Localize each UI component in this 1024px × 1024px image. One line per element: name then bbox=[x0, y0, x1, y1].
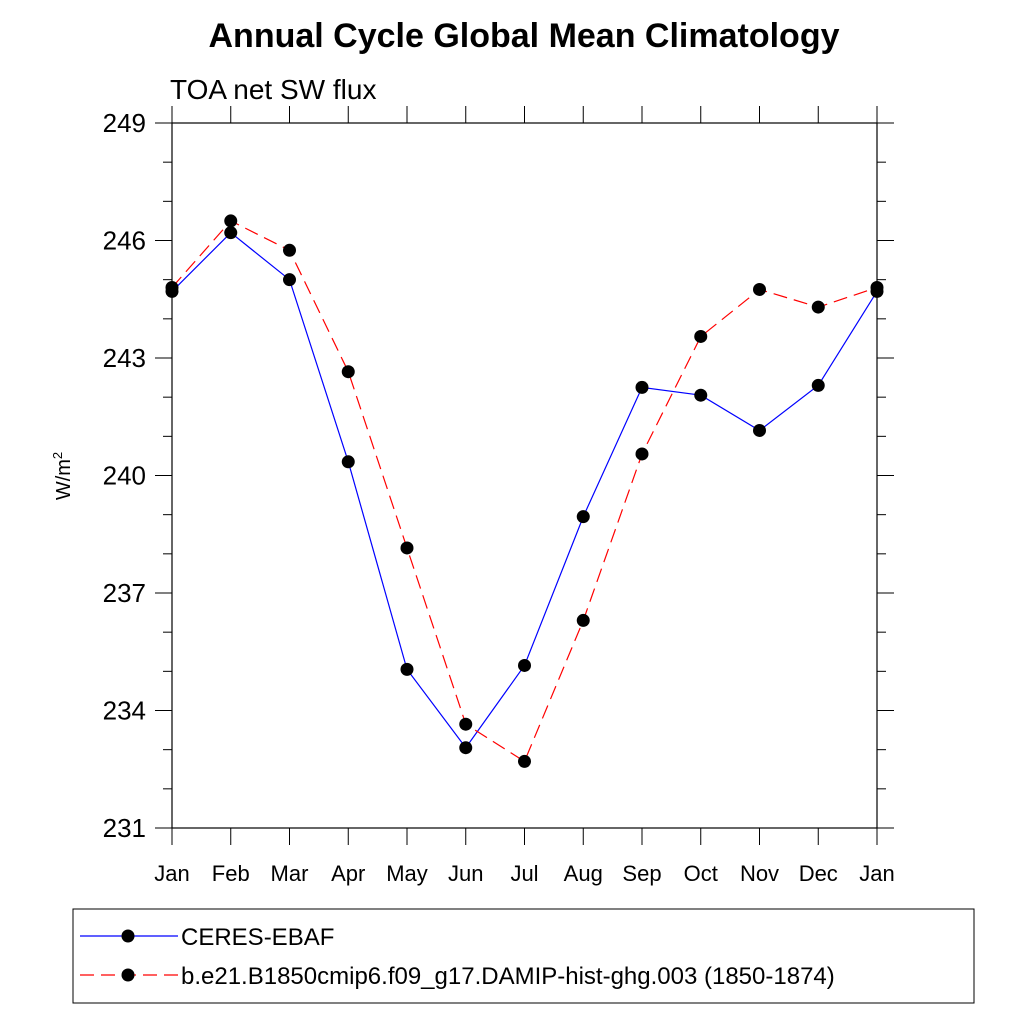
y-tick-label: 234 bbox=[103, 696, 146, 726]
y-tick-label: 237 bbox=[103, 578, 146, 608]
x-tick-label: Jun bbox=[448, 861, 483, 886]
series-lines bbox=[171, 220, 878, 763]
legend: CERES-EBAF b.e21.B1850cmip6.f09_g17.DAMIP… bbox=[72, 908, 975, 1004]
series-1-point bbox=[459, 741, 473, 755]
series-2-point bbox=[635, 447, 649, 461]
y-axis-label-superscript: 2 bbox=[50, 452, 65, 459]
plot-frame bbox=[171, 122, 878, 829]
series-line-2 bbox=[171, 220, 878, 763]
series-1-point bbox=[283, 273, 296, 287]
y-tick-label: 240 bbox=[103, 461, 146, 491]
y-axis-ticks: 231 234 237 240 243 246 249 bbox=[103, 108, 894, 843]
series-2-point bbox=[576, 613, 590, 627]
plot-border bbox=[171, 122, 878, 829]
y-tick-label: 246 bbox=[103, 226, 146, 256]
series-1-point bbox=[224, 226, 238, 240]
y-axis-label-base: W/m bbox=[53, 459, 75, 500]
series-1-point bbox=[635, 380, 649, 394]
y-tick-label: 243 bbox=[103, 343, 146, 373]
series-layer bbox=[165, 214, 884, 768]
x-tick-label: Nov bbox=[740, 861, 779, 886]
series-1-point bbox=[400, 662, 414, 676]
series-2-point bbox=[400, 541, 414, 555]
x-tick-label: Feb bbox=[212, 861, 250, 886]
series-1-point bbox=[518, 658, 531, 672]
x-tick-label: Mar bbox=[271, 861, 309, 886]
chart-title: Annual Cycle Global Mean Climatology bbox=[209, 17, 840, 55]
series-2-point bbox=[753, 282, 766, 296]
series-2-point bbox=[341, 365, 355, 379]
x-tick-label: Apr bbox=[331, 861, 365, 886]
x-tick-label: Aug bbox=[564, 861, 603, 886]
legend-label-1: CERES-EBAF bbox=[181, 924, 334, 951]
series-2-point bbox=[283, 243, 296, 257]
series-1-point bbox=[694, 388, 708, 402]
x-tick-label: Dec bbox=[799, 861, 838, 886]
series-markers bbox=[165, 214, 884, 768]
x-tick-label: Jan bbox=[859, 861, 894, 886]
series-1-point bbox=[811, 378, 825, 392]
legend-label-2: b.e21.B1850cmip6.f09_g17.DAMIP-hist-ghg.… bbox=[181, 963, 835, 990]
legend-marker-1 bbox=[121, 929, 135, 943]
legend-box bbox=[72, 908, 975, 1004]
series-1-point bbox=[576, 510, 590, 524]
x-tick-label: Oct bbox=[684, 861, 718, 886]
series-2-point bbox=[518, 754, 531, 768]
x-tick-label: Sep bbox=[622, 861, 661, 886]
series-2-point bbox=[694, 329, 708, 343]
x-axis-ticks: Jan Feb Mar Apr May Jun Jul Aug Sep Oct Nov Dec Jan bbox=[154, 106, 895, 886]
series-2-point bbox=[224, 214, 238, 228]
legend-marker-2 bbox=[121, 968, 135, 982]
y-tick-label: 231 bbox=[103, 813, 146, 843]
x-tick-label: May bbox=[386, 861, 428, 886]
series-1-point bbox=[753, 423, 766, 437]
x-tick-label: Jul bbox=[510, 861, 538, 886]
y-axis-label: W/m2 bbox=[50, 452, 75, 500]
x-tick-label: Jan bbox=[154, 861, 189, 886]
series-2-point bbox=[811, 300, 825, 314]
chart-subtitle: TOA net SW flux bbox=[170, 74, 376, 105]
series-1-point bbox=[341, 455, 355, 469]
series-2-point bbox=[870, 281, 884, 294]
series-2-point bbox=[165, 281, 179, 294]
series-2-point bbox=[459, 717, 473, 731]
y-tick-label: 249 bbox=[103, 108, 146, 138]
legend-items: CERES-EBAF b.e21.B1850cmip6.f09_g17.DAMIP… bbox=[80, 924, 835, 990]
